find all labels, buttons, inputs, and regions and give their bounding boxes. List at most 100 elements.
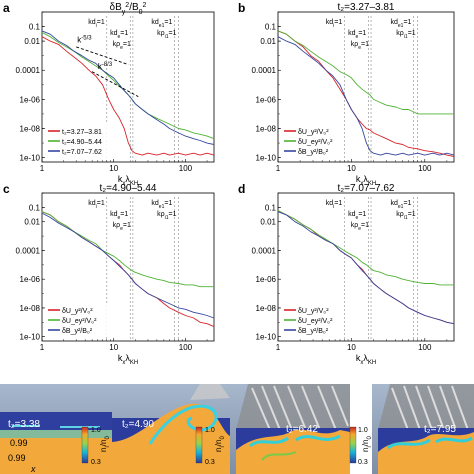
scale-label-part: e [120,226,123,232]
chart-panel-b: t₂=3.27–3.81kdi=1kde=1kρe=1kde1=1kρi1=10… [252,2,455,187]
scale-label-part: i [333,204,334,210]
y-tick-label: 1e-10 [256,333,277,342]
scale-label-part: =1 [120,30,128,37]
x-tick-label: 1 [276,164,281,173]
scale-label-part: e [120,45,123,51]
snapshot-time-2: t₂=4.90 [122,419,154,430]
x-label-part: k [118,353,123,363]
colorbar-bottom-1: 0.3 [91,459,101,466]
scale-label-part: e1 [398,23,404,29]
scale-label-part: =1 [403,200,411,207]
slope-label-part: k [98,62,103,71]
legend-label: δU_ey²/V₀² [62,318,97,325]
scale-label-part: =1 [361,222,369,229]
scale-label-part: kd [326,19,334,26]
snapshot-2 [112,384,230,474]
scale-line-label: kde=1 [348,211,366,221]
scale-label-part: e [356,215,359,221]
x-tick-label: 100 [179,343,193,352]
snapshot-axis-letter: x [30,464,36,474]
slope-label-part: -8/3 [102,62,113,68]
x-label-part: x [122,360,125,366]
colorbar-bottom-2: 0.3 [205,459,215,466]
scale-label-part: kρ [157,211,165,218]
scale-line-label: kde=1 [110,211,128,221]
x-label-part: λ [125,353,130,363]
snapshot-time-4: t₂=7.95 [424,424,456,435]
snapshot-time-1: t₂=3.38 [8,419,40,430]
x-tick-label: 1 [276,343,281,352]
scale-label-part: =1 [334,19,342,26]
scale-line-label: kρe=1 [351,222,369,232]
scale-label-part: kρ [351,41,359,48]
legend-label: δB_y²/B₀² [298,149,329,156]
panel-letter-a: a [3,1,10,15]
scale-label-part: kd [88,200,96,207]
chart-title-d: t₂=7.07–7.62 [338,183,395,194]
y-tick-label: 1e-06 [20,275,41,284]
plot-frame [41,11,215,163]
y-tick-label: 1e-10 [256,154,277,163]
scale-label-part: e [117,34,120,40]
scale-label-part: =1 [123,41,131,48]
y-tick-label: 0.0001 [252,246,277,255]
legend-label: t₂=4.90–5.44 [62,139,102,146]
y-tick-label: 1e-06 [256,95,277,104]
title-part: 2 [125,2,129,9]
legend: δU_y²/V₀² δU_ey²/V₀² δB_y²/B₀² [282,124,344,158]
snapshot-strip: t₂=3.38 0.99 0.99 x 1.0 0.3 ni/n0 t₂=4.9… [0,384,474,474]
y-tick-label: 0.1 [29,203,41,212]
scale-line-label: kdi=1 [88,19,105,29]
colorbar-axis-1: ni/n0 [99,436,111,452]
scale-label-part: =1 [97,200,105,207]
legend-label: t₂=7.07–7.62 [62,149,102,156]
colorbar-top-2: 1.0 [205,427,215,434]
scale-label-part: e1 [159,23,165,29]
scale-label-part: =1 [358,211,366,218]
scale-label-part: i [333,23,334,29]
legend-label: δU_ey²/V₀² [298,139,333,146]
scale-line-label: kdi=1 [326,19,343,29]
y-tick-label: 0.01 [260,218,276,227]
series-line-red [41,36,215,156]
series-line-red [277,30,455,157]
scale-label-part: =1 [164,200,172,207]
scale-label-part: e [358,45,361,51]
scale-label-part: kρ [396,30,404,37]
scale-line-label: kde=1 [110,30,128,40]
snapshot-time-3: t₂=6.42 [286,424,318,435]
scale-label-part: =1 [123,222,131,229]
x-tick-label: 100 [418,164,432,173]
y-tick-label: 1e-06 [20,95,41,104]
scale-line-label: kρi1=1 [157,211,176,221]
title-part: /B [129,2,139,13]
colorbar-top-1: 1.0 [91,427,101,434]
y-tick-label: 0.01 [260,37,276,46]
slope-label-part: -5/3 [81,36,92,42]
scale-label-part: i1 [165,215,169,221]
y-tick-label: 1e-06 [256,275,277,284]
chart-title-a: δBy2/B02 [110,2,147,16]
scale-line-label: kρi1=1 [396,30,415,40]
slope-guide-8-3 [91,71,139,97]
slope-label: k-8/3 [98,62,113,71]
x-tick-label: 10 [347,343,356,352]
y-tick-label: 1e-10 [20,154,41,163]
x-label-part: λ [363,174,368,184]
x-label-part: x [122,181,125,187]
series-line-blue [41,212,215,319]
scale-label-part: e [117,215,120,221]
snapshot-3 [230,384,357,474]
scale-label-part: e [358,226,361,232]
scale-line-label: kρi1=1 [396,211,415,221]
y-tick-label: 0.1 [29,23,41,32]
x-label-part: x [360,181,363,187]
x-label-part: KH [130,181,138,187]
scale-label-part: =1 [169,30,177,37]
scale-label-part: i1 [165,34,169,40]
scale-line-label: kρe=1 [351,41,369,51]
title-part: t₂=3.27–3.81 [338,2,395,13]
title-part: t₂=7.07–7.62 [338,183,395,194]
scale-line-label: kde=1 [348,30,366,40]
colorbar-top-3: 1.0 [358,427,368,434]
